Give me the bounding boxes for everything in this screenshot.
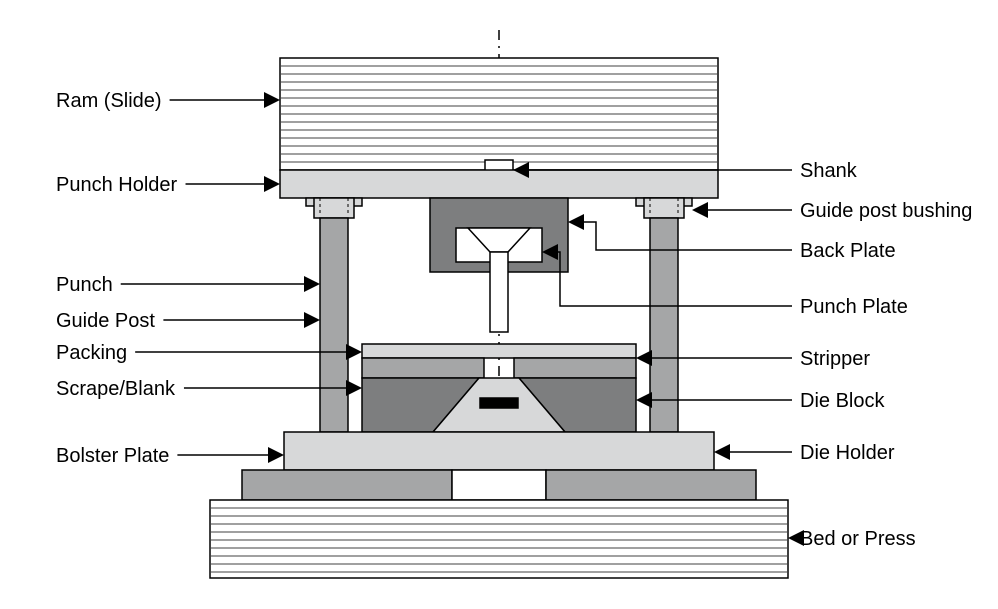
label-ram: Ram (Slide)	[56, 90, 162, 112]
ram-slide	[280, 58, 718, 170]
bolster-plate-left	[242, 470, 452, 500]
label-punch_plate: Punch Plate	[800, 296, 908, 318]
label-guide_post: Guide Post	[56, 310, 155, 332]
label-punch_holder: Punch Holder	[56, 174, 178, 196]
label-packing: Packing	[56, 342, 127, 364]
scrape-blank	[480, 398, 518, 408]
stripper-left	[362, 358, 484, 378]
label-bed: Bed or Press	[800, 528, 916, 550]
label-die_block: Die Block	[800, 390, 885, 412]
label-back_plate: Back Plate	[800, 240, 896, 262]
label-stripper: Stripper	[800, 348, 870, 370]
die-holder	[284, 432, 714, 470]
label-bushing: Guide post bushing	[800, 200, 972, 222]
bolster-plate-notch	[452, 470, 546, 500]
label-scrape_blank: Scrape/Blank	[56, 378, 176, 400]
bolster-plate-right	[546, 470, 756, 500]
stripper-right	[514, 358, 636, 378]
punch-holder	[280, 170, 718, 198]
label-shank: Shank	[800, 160, 858, 182]
bed-or-press	[210, 500, 788, 578]
packing	[362, 344, 636, 358]
guide-post-0	[320, 218, 348, 432]
label-bolster: Bolster Plate	[56, 445, 169, 467]
punch	[490, 252, 508, 332]
label-punch: Punch	[56, 274, 113, 296]
label-die_holder: Die Holder	[800, 442, 895, 464]
